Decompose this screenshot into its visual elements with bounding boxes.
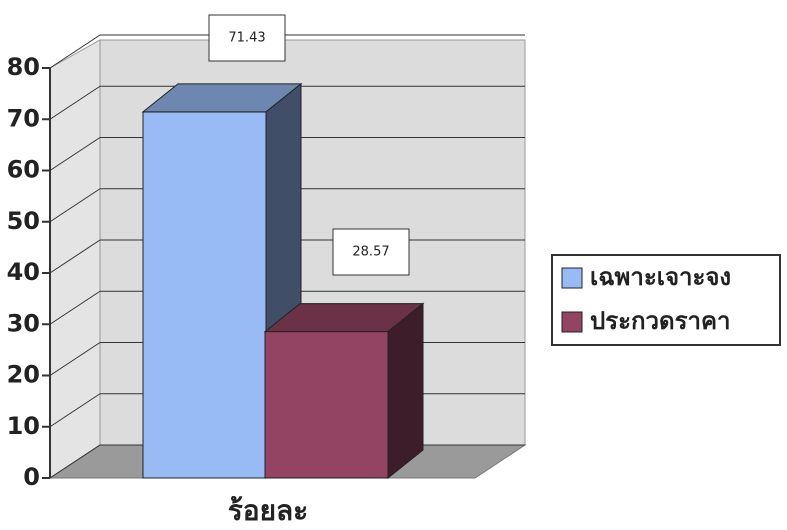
y-tick-label: 0 (23, 463, 40, 491)
legend-label: ประกวดราคา (590, 307, 731, 335)
y-tick-label: 20 (7, 361, 40, 389)
grid-line (49, 444, 101, 479)
y-tick-label: 70 (7, 104, 40, 132)
y-tick-label: 50 (7, 207, 40, 235)
y-tick-label: 80 (7, 53, 40, 81)
y-tick-label: 10 (7, 412, 40, 440)
x-tick-label: ร้อยละ (228, 494, 308, 527)
bar (264, 331, 389, 479)
value-label: 71.43 (228, 31, 265, 46)
grid-line (49, 393, 101, 428)
legend-swatch (561, 267, 583, 289)
y-tick-label: 40 (7, 258, 40, 286)
bar-side (387, 302, 424, 480)
bar (142, 111, 267, 479)
legend-swatch (561, 311, 583, 333)
grid-line (49, 188, 101, 223)
grid-line (49, 137, 101, 171)
value-label-box (208, 14, 286, 62)
legend (551, 254, 781, 346)
side-wall (49, 39, 101, 479)
grid-line (49, 239, 101, 274)
value-label-box (332, 228, 410, 276)
grid-line (49, 342, 101, 376)
grid-line (49, 34, 101, 69)
grid-line (49, 85, 101, 120)
value-label: 28.57 (352, 245, 389, 260)
grid-line (49, 290, 101, 325)
y-tick-label: 30 (7, 309, 40, 337)
legend-label: เฉพาะเจาะจง (590, 263, 731, 291)
y-tick-label: 60 (7, 156, 40, 184)
